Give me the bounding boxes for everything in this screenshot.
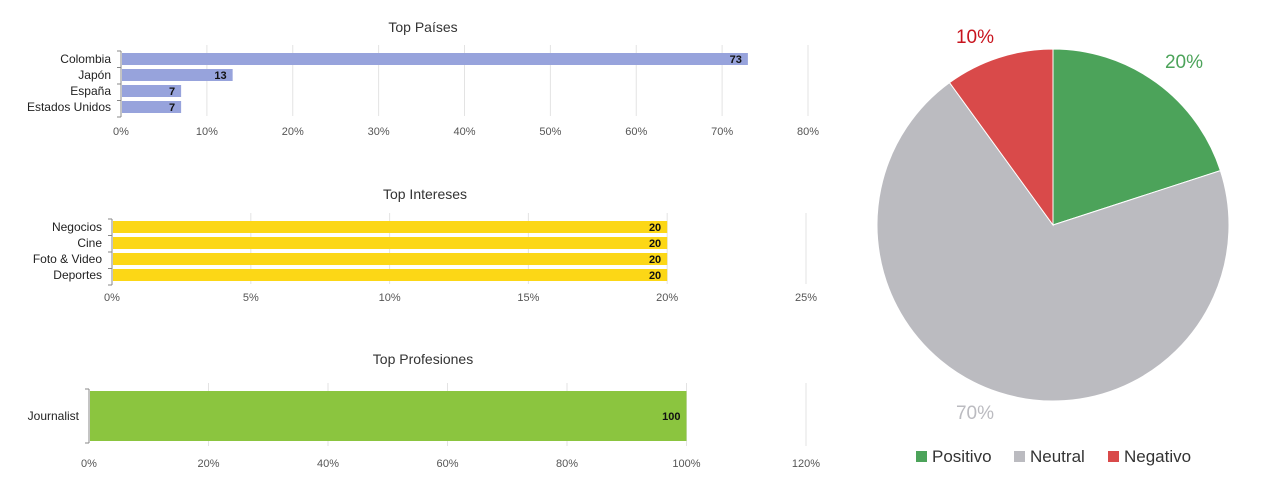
category-label-countries: España (70, 84, 111, 98)
x-tick-label-countries: 70% (711, 126, 733, 138)
x-tick-label-countries: 60% (625, 126, 647, 138)
category-label-interests: Cine (77, 236, 102, 250)
x-tick-label-professions: 0% (81, 458, 97, 470)
pie-slice-positivo (1052, 48, 1222, 226)
legend-label-positivo: Positivo (932, 447, 992, 466)
bar-chart-interests: Top Intereses 0% 5% 10% 15% 20% 25% Negocios 20… (33, 186, 817, 304)
x-tick-label-countries: 80% (797, 126, 819, 138)
legend-swatch-negativo (1108, 451, 1119, 462)
category-label-countries: Colombia (60, 52, 111, 66)
bar-chart-countries: Top Países 0% 10% 20% 30% 40% 50% 60% 70% 80% Col… (27, 19, 819, 138)
bar-countries (122, 69, 233, 81)
x-tick-label-professions: 120% (792, 458, 820, 470)
bar-interests (113, 221, 668, 233)
pie-slice-negativo (948, 48, 1054, 227)
x-tick-label-interests: 15% (517, 292, 539, 304)
data-label-interests: 20 (649, 238, 661, 250)
pie-label-negativo: 10% (956, 27, 994, 48)
x-tick-label-interests: 10% (379, 292, 401, 304)
data-label-professions: 100 (662, 411, 680, 423)
x-tick-label-professions: 40% (317, 458, 339, 470)
data-label-countries: 7 (169, 86, 175, 98)
x-tick-label-interests: 20% (656, 292, 678, 304)
x-tick-label-countries: 0% (113, 126, 129, 138)
legend-label-neutral: Neutral (1030, 447, 1085, 466)
data-label-countries: 73 (730, 54, 742, 66)
x-tick-label-countries: 50% (539, 126, 561, 138)
x-tick-label-countries: 10% (196, 126, 218, 138)
bar-interests (113, 237, 668, 249)
x-tick-label-interests: 25% (795, 292, 817, 304)
chart-title-countries: Top Países (388, 19, 457, 35)
x-tick-label-countries: 20% (282, 126, 304, 138)
bar-countries (122, 101, 182, 113)
category-label-countries: Japón (78, 68, 111, 82)
category-label-interests: Negocios (52, 220, 102, 234)
pie-chart-sentiment: 20% 70% 10% Positivo Neutral Negativo (876, 27, 1230, 466)
data-label-interests: 20 (649, 254, 661, 266)
data-label-countries: 7 (169, 102, 175, 114)
bar-chart-professions: Top Profesiones 0% 20% 40% 60% 80% 100% 120% Jo… (28, 351, 821, 470)
category-label-interests: Deportes (53, 268, 102, 282)
bar-countries (122, 53, 748, 65)
category-label-countries: Estados Unidos (27, 100, 111, 114)
bar-professions (90, 391, 687, 441)
x-tick-label-interests: 5% (243, 292, 259, 304)
bar-countries (122, 85, 182, 97)
legend-label-negativo: Negativo (1124, 447, 1191, 466)
chart-title-interests: Top Intereses (383, 186, 467, 202)
data-label-interests: 20 (649, 222, 661, 234)
x-tick-label-professions: 20% (197, 458, 219, 470)
x-tick-label-countries: 30% (368, 126, 390, 138)
x-tick-label-countries: 40% (453, 126, 475, 138)
x-tick-label-interests: 0% (104, 292, 120, 304)
legend-swatch-positivo (916, 451, 927, 462)
pie-label-positivo: 20% (1165, 52, 1203, 73)
data-label-interests: 20 (649, 270, 661, 282)
chart-title-professions: Top Profesiones (373, 351, 473, 367)
data-label-countries: 13 (214, 70, 226, 82)
category-label-interests: Foto & Video (33, 252, 102, 266)
pie-slice-neutral (876, 81, 1230, 402)
x-tick-label-professions: 80% (556, 458, 578, 470)
category-label-professions: Journalist (28, 409, 80, 423)
bar-interests (113, 253, 668, 265)
bar-interests (113, 269, 668, 281)
legend-swatch-neutral (1014, 451, 1025, 462)
x-tick-label-professions: 60% (436, 458, 458, 470)
pie-label-neutral: 70% (956, 403, 994, 424)
x-tick-label-professions: 100% (672, 458, 700, 470)
